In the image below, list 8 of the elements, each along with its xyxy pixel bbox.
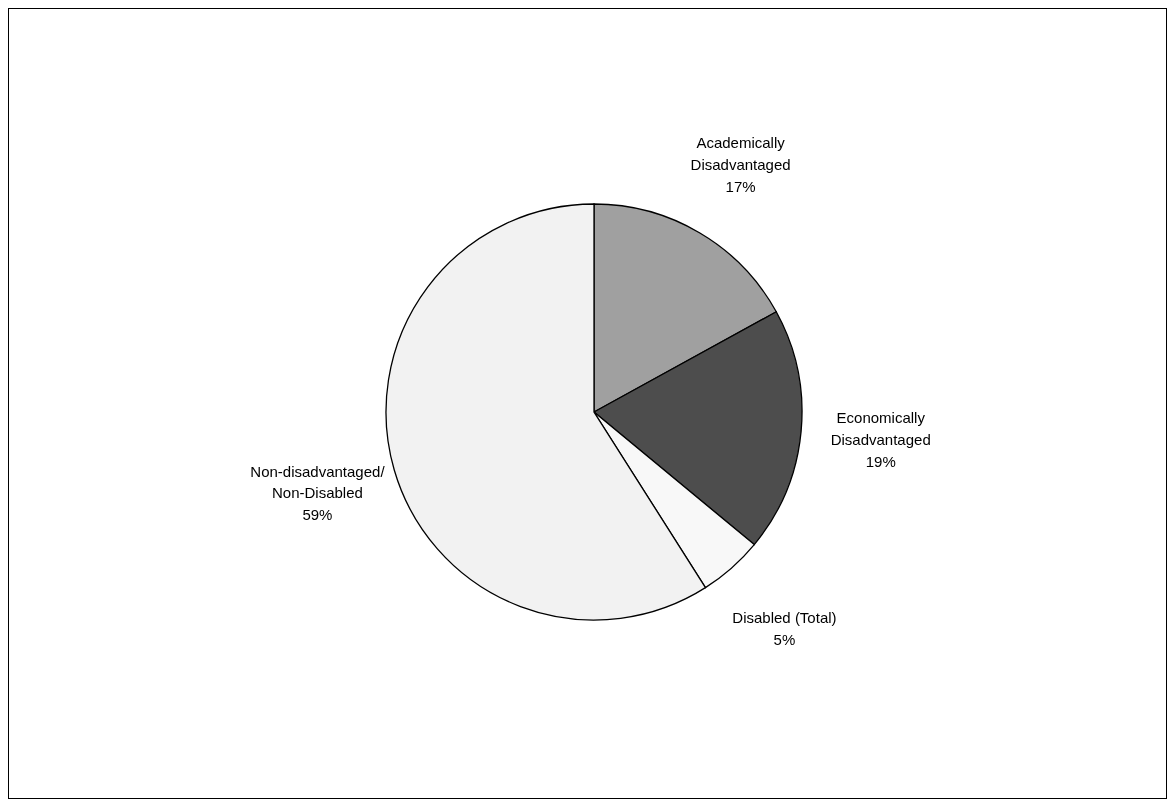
slice-label: Academically Disadvantaged [690, 133, 791, 173]
data-label: 17% [725, 177, 756, 195]
data-label: 59% [302, 505, 333, 523]
slice-label: Non-disadvantaged/Non-Disabled [250, 462, 386, 501]
data-label: 5% [773, 630, 796, 648]
slice-label: Economically Disadvantaged [830, 408, 931, 448]
slice-label: Disabled (Total) [732, 608, 837, 626]
data-label: 19% [865, 452, 896, 470]
